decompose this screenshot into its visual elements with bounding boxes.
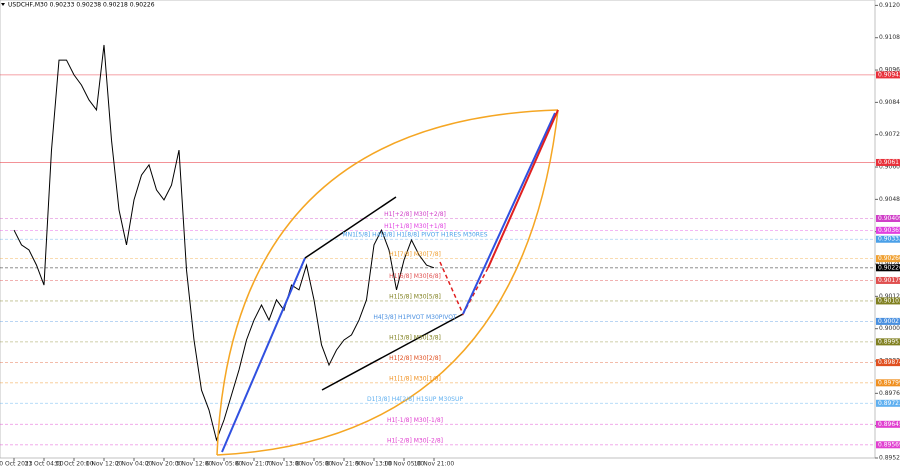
x-tick-label: 6 Nov 21:00 bbox=[236, 461, 273, 468]
price-label: 0.90027 bbox=[878, 318, 900, 325]
price-box bbox=[876, 359, 900, 367]
menu-icon[interactable] bbox=[1, 3, 5, 6]
price-box bbox=[876, 158, 900, 166]
level-text: H1[+1/8] M30[+1/8] bbox=[384, 223, 446, 230]
trend-line bbox=[221, 257, 306, 453]
trend-line bbox=[321, 313, 464, 391]
price-box bbox=[876, 420, 900, 428]
price-label: 0.89569 bbox=[878, 441, 900, 448]
x-tick-label: 30 Oct 2023 bbox=[0, 461, 33, 468]
level-text: H1[2/8] M30[2/8] bbox=[389, 355, 441, 362]
price-line bbox=[13, 44, 435, 442]
x-tick-label: 2 Nov 20:00 bbox=[146, 461, 183, 468]
price-label: 0.90260 bbox=[878, 255, 900, 262]
price-box bbox=[876, 71, 900, 79]
projection bbox=[462, 112, 556, 315]
plot-frame bbox=[0, 0, 876, 459]
price-box bbox=[876, 276, 900, 284]
price-label: 0.90332 bbox=[878, 236, 900, 243]
price-box bbox=[876, 235, 900, 243]
price-label: 0.90409 bbox=[878, 215, 900, 222]
level-text: H1[+2/8] M30[+2/8] bbox=[384, 211, 446, 218]
price-box bbox=[876, 214, 900, 222]
x-tick-label: 10 Nov 21:00 bbox=[414, 461, 455, 468]
price-box bbox=[876, 264, 900, 272]
price-label: 0.89874 bbox=[878, 359, 900, 366]
price-label: 0.90942 bbox=[878, 71, 900, 78]
level-text: H1[1/8] M30[1/8] bbox=[389, 375, 441, 382]
price-label: 0.90103 bbox=[878, 297, 900, 304]
price-box bbox=[876, 399, 900, 407]
x-tick-label: 8 Nov 05:00 bbox=[296, 461, 333, 468]
price-box bbox=[876, 226, 900, 234]
chart-title: USDCHF,M30 0.90233 0.90238 0.90218 0.902… bbox=[8, 2, 155, 9]
price-label: 0.89799 bbox=[878, 379, 900, 386]
price-label: 0.90226 bbox=[878, 264, 900, 271]
price-box bbox=[876, 255, 900, 263]
price-box bbox=[876, 317, 900, 325]
price-box bbox=[876, 379, 900, 387]
price-box bbox=[876, 441, 900, 449]
price-label: 0.90617 bbox=[878, 159, 900, 166]
price-label: 0.89645 bbox=[878, 421, 900, 428]
x-tick-label: 10 Nov 05:00 bbox=[384, 461, 425, 468]
curve bbox=[216, 109, 559, 456]
price-label: 0.89951 bbox=[878, 338, 900, 345]
level-text: H1[-1/8] M30[-1/8] bbox=[387, 417, 443, 424]
price-label: 0.89723 bbox=[878, 400, 900, 407]
level-text: H1[5/8] M30[5/8] bbox=[389, 293, 441, 300]
drawings bbox=[216, 109, 559, 456]
x-tick-label: 7 Nov 13:00 bbox=[266, 461, 303, 468]
level-text: H1[6/8] M30[6/8] bbox=[389, 273, 441, 280]
price-box bbox=[876, 338, 900, 346]
x-tick-label: 3 Nov 12:00 bbox=[176, 461, 213, 468]
level-text: H1[7/8] M30[7/8] bbox=[389, 251, 441, 258]
price-box bbox=[876, 297, 900, 305]
level-text: H1[3/8] M30[3/8] bbox=[389, 334, 441, 341]
projection bbox=[487, 109, 559, 269]
x-tick-label: 8 Nov 21:00 bbox=[326, 461, 363, 468]
x-tick-label: 1 Nov 12:00 bbox=[86, 461, 123, 468]
curve bbox=[216, 109, 559, 456]
x-tick-label: 31 Oct 20:00 bbox=[54, 461, 93, 468]
level-text: H4[3/8] H1PIVOT M30PIVOT bbox=[373, 314, 457, 321]
x-tick-label: 9 Nov 13:00 bbox=[356, 461, 393, 468]
x-tick-label: 6 Nov 05:00 bbox=[206, 461, 243, 468]
x-tick-label: 31 Oct 04:00 bbox=[24, 461, 63, 468]
level-text: MN1[5/8] H4[8/8] H1[8/8] PIVOT H1RES M30… bbox=[342, 232, 487, 239]
price-label: 0.90365 bbox=[878, 227, 900, 234]
trend-line bbox=[304, 196, 397, 259]
x-tick-label: 2 Nov 04:00 bbox=[116, 461, 153, 468]
level-text: H1[-2/8] M30[-2/8] bbox=[387, 437, 443, 444]
price-label: 0.90179 bbox=[878, 277, 900, 284]
level-text: D1[3/8] H4[2/8] H1SUP M30SUP bbox=[367, 396, 463, 403]
